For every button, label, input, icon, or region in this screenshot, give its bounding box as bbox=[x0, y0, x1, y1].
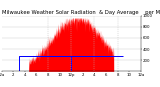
Text: Milwaukee Weather Solar Radiation  & Day Average    per Minute W/m2       (Today: Milwaukee Weather Solar Radiation & Day … bbox=[2, 10, 160, 15]
Bar bbox=[19, 56, 71, 71]
